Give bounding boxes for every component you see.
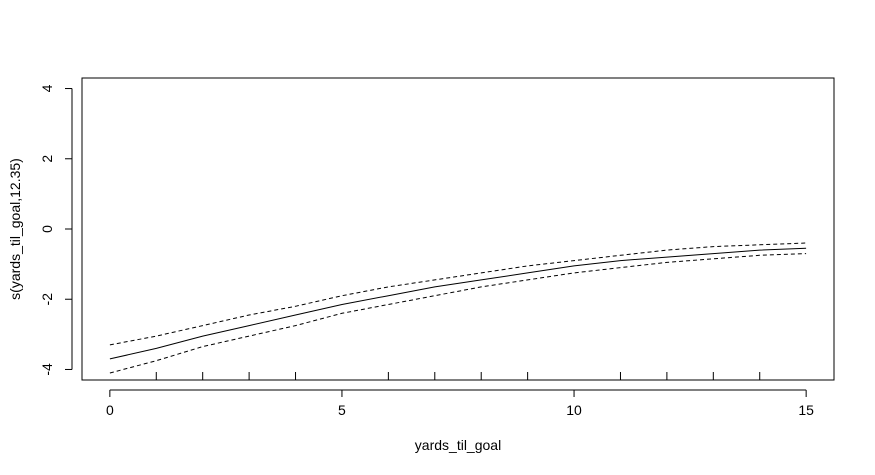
series-fit-line [109,247,807,360]
plot-frame [81,77,835,381]
series-upper-line [109,242,807,346]
x-axis: 0 5 10 15 [106,372,814,418]
y-tick-label: -2 [39,293,55,306]
x-tick-label: 15 [798,402,814,418]
x-axis-label: yards_til_goal [415,437,501,453]
y-tick-label: -4 [39,363,55,376]
y-axis-label: s(yards_til_goal,12.35) [7,158,23,300]
x-tick-label: 10 [566,402,582,418]
series-layer [109,242,807,374]
y-tick-label: 4 [39,84,55,92]
x-tick-label: 5 [338,402,346,418]
series-lower-line [109,253,807,374]
y-tick-label: 0 [39,225,55,233]
y-tick-label: 2 [39,155,55,163]
x-tick-label: 0 [106,402,114,418]
y-axis: -4 -2 0 2 4 [39,84,73,376]
